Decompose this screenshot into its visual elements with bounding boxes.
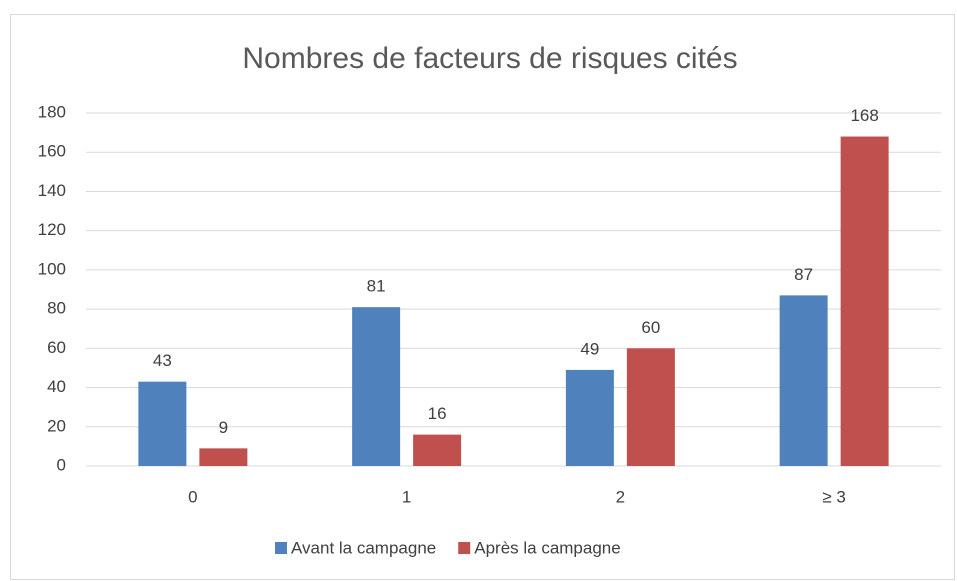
- bar: [626, 348, 675, 466]
- data-label: 9: [219, 418, 228, 437]
- data-label: 16: [428, 404, 447, 423]
- bar: [138, 381, 187, 466]
- y-tick-label: 60: [47, 338, 66, 357]
- x-tick-label: 0: [188, 487, 197, 506]
- y-tick-label: 140: [38, 181, 66, 200]
- bar: [840, 136, 889, 467]
- bar: [565, 369, 614, 466]
- data-label: 49: [580, 339, 599, 358]
- y-tick-label: 180: [38, 102, 66, 121]
- x-tick-label: 2: [616, 487, 625, 506]
- y-tick-label: 80: [47, 299, 66, 318]
- data-label: 43: [153, 351, 172, 370]
- data-label: 60: [641, 318, 660, 337]
- bar: [352, 307, 401, 466]
- y-tick-label: 0: [57, 455, 66, 474]
- y-tick-label: 160: [38, 142, 66, 161]
- legend-swatch: [458, 542, 471, 554]
- chart-title: Nombres de facteurs de risques cités: [242, 42, 737, 75]
- y-tick-label: 100: [38, 259, 66, 278]
- y-tick-label: 120: [38, 220, 66, 239]
- x-tick-label: 1: [402, 487, 411, 506]
- data-label: 81: [367, 277, 386, 296]
- legend-swatch: [275, 542, 287, 554]
- legend-label: Avant la campagne: [291, 538, 436, 557]
- bar: [199, 448, 248, 466]
- data-label: 168: [850, 106, 878, 125]
- bar: [779, 295, 828, 466]
- bar: [413, 434, 462, 466]
- y-tick-label: 20: [47, 416, 66, 435]
- legend-label: Après la campagne: [474, 538, 620, 557]
- x-tick-label: ≥ 3: [822, 487, 846, 506]
- data-label: 87: [794, 265, 813, 284]
- y-tick-label: 40: [47, 377, 66, 396]
